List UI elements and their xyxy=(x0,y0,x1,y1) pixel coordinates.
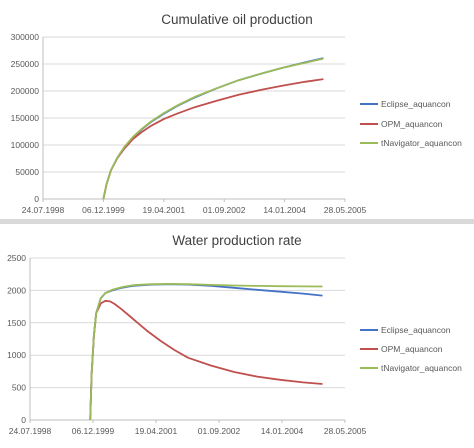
x-tick-label: 19.04.2001 xyxy=(143,205,186,215)
x-tick-label: 28.05.2005 xyxy=(324,205,367,215)
water-rate-chart: Water production rate 0 500 1000 1500 2000 25… xyxy=(7,233,462,436)
x-tick-label: 24.07.1998 xyxy=(22,205,65,215)
chart-title: Cumulative oil production xyxy=(161,12,313,27)
water-rate-chart-panel: Water production rate 0 500 1000 1500 2000 25… xyxy=(0,225,474,443)
legend-label: OPM_aquancon xyxy=(381,119,443,129)
y-tick-label: 1500 xyxy=(7,318,26,328)
y-tick-label: 100000 xyxy=(11,140,40,150)
y-tick-label: 300000 xyxy=(11,32,40,42)
y-tick-label: 250000 xyxy=(11,59,40,69)
y-tick-label: 200000 xyxy=(11,86,40,96)
legend-label: Eclipse_aquancon xyxy=(381,99,451,109)
x-tick-label: 14.01.2004 xyxy=(263,205,306,215)
y-tick-label: 1000 xyxy=(7,350,26,360)
series-line-opm-aquancon xyxy=(102,78,324,200)
legend-label: tNavigator_aquancon xyxy=(381,363,462,373)
cumulative-oil-chart: Cumulative oil production 0 50000 100000 15… xyxy=(11,12,462,215)
series-line-tnavigator-aquancon xyxy=(89,283,323,421)
x-tick-label: 06.12.1999 xyxy=(72,426,115,436)
x-tick-label: 24.07.1998 xyxy=(9,426,52,436)
cumulative-oil-chart-panel: Cumulative oil production 0 50000 100000 15… xyxy=(0,0,474,218)
legend-label: Eclipse_aquancon xyxy=(381,325,451,335)
x-tick-label: 06.12.1999 xyxy=(82,205,125,215)
legend-label: tNavigator_aquancon xyxy=(381,138,462,148)
y-tick-label: 0 xyxy=(21,415,26,425)
x-tick-label: 28.05.2005 xyxy=(324,426,367,436)
series-line-eclipse-aquancon xyxy=(102,57,324,200)
series-line-eclipse-aquancon xyxy=(89,283,323,421)
series-line-tnavigator-aquancon xyxy=(102,57,324,200)
y-tick-label: 500 xyxy=(12,383,26,393)
x-tick-label: 01.09.2002 xyxy=(203,205,246,215)
x-tick-label: 19.04.2001 xyxy=(135,426,178,436)
series-line-opm-aquancon xyxy=(89,299,323,421)
y-tick-label: 0 xyxy=(34,194,39,204)
legend-label: OPM_aquancon xyxy=(381,344,443,354)
y-tick-label: 50000 xyxy=(15,167,39,177)
y-tick-label: 150000 xyxy=(11,113,40,123)
chart-divider xyxy=(0,219,474,224)
chart-title: Water production rate xyxy=(172,233,301,248)
y-tick-label: 2500 xyxy=(7,253,26,263)
x-tick-label: 01.09.2002 xyxy=(198,426,241,436)
x-tick-label: 14.01.2004 xyxy=(261,426,304,436)
y-tick-label: 2000 xyxy=(7,285,26,295)
